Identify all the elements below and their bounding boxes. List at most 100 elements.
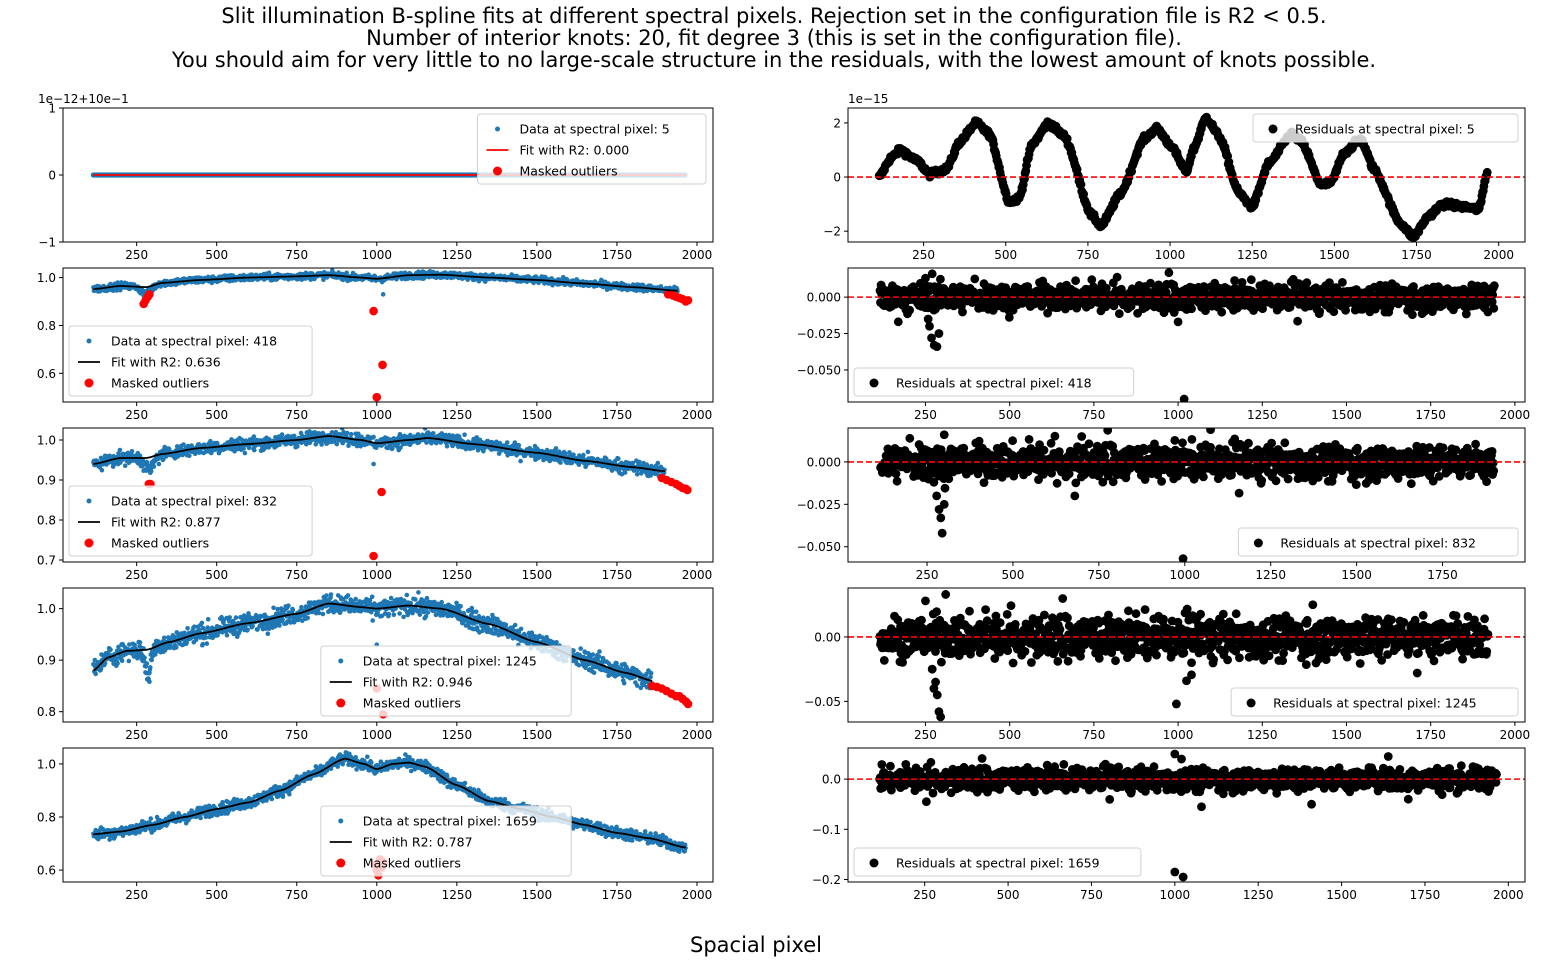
- data-point: [239, 437, 245, 443]
- y-tick-label: −1: [38, 236, 56, 250]
- data-point: [161, 457, 166, 462]
- title-line-1: Slit illumination B-spline fits at diffe…: [221, 4, 1327, 28]
- residual-point: [1315, 307, 1325, 316]
- plot-area: [848, 268, 1525, 402]
- x-axis: 250 500 750 1000 1250 1500 1750 2000: [125, 402, 712, 422]
- residual-point: [1062, 134, 1072, 144]
- x-tick-label: 2000: [682, 248, 713, 262]
- plot-area: [91, 428, 692, 561]
- legend-masked-marker: [493, 166, 502, 176]
- y-tick-label: 0.6: [37, 367, 56, 381]
- y-tick-label: 0.8: [37, 319, 56, 333]
- plot-area: [848, 112, 1525, 242]
- y-tick-label: −0.050: [797, 363, 841, 377]
- residual-point: [1164, 268, 1174, 278]
- x-tick-label: 1250: [442, 248, 473, 262]
- x-tick-label: 500: [205, 248, 228, 262]
- y-tick-label: 1.0: [37, 271, 56, 285]
- residual-point: [893, 317, 903, 327]
- residual-point: [1173, 317, 1183, 327]
- data-point: [339, 428, 345, 431]
- axes-frame: [62, 267, 714, 403]
- data-point: [241, 446, 246, 451]
- axis-offset-text: 1e−15: [848, 92, 888, 106]
- panel-fit-5: 250 500 750 1000 1250 1500 1750 2000−1011e−12+1…: [38, 92, 714, 262]
- x-tick-label: 750: [1076, 248, 1099, 262]
- residual-points: [875, 268, 1499, 402]
- x-tick-label: 250: [912, 248, 935, 262]
- legend-label: Masked outliers: [111, 376, 209, 391]
- legend-label: Data at spectral pixel: 5: [520, 122, 670, 137]
- data-point: [494, 439, 499, 445]
- x-tick-label: 1750: [1415, 408, 1446, 422]
- residual-point: [925, 321, 934, 331]
- masked-point: [683, 296, 693, 305]
- residual-point: [1329, 307, 1339, 317]
- y-tick-label: −2: [823, 225, 841, 239]
- residual-point: [927, 269, 937, 279]
- residual-point: [1071, 276, 1080, 286]
- data-point: [444, 443, 450, 449]
- y-tick-label: 1: [48, 102, 56, 116]
- data-point: [313, 442, 319, 447]
- legend-label: Data at spectral pixel: 418: [111, 334, 277, 349]
- residual-point: [936, 274, 945, 284]
- x-tick-label: 1750: [602, 248, 633, 262]
- title-line-3: You should aim for very little to no lar…: [171, 48, 1377, 72]
- plot-area: [91, 268, 693, 402]
- x-axis: 250 500 750 1000 1250 1500 1750 2000: [125, 242, 712, 262]
- x-tick-label: 750: [1082, 408, 1105, 422]
- residual-point: [1112, 272, 1122, 282]
- residual-point: [1237, 278, 1247, 287]
- x-tick-label: 1500: [522, 248, 553, 262]
- data-point: [129, 449, 135, 454]
- residual-point: [1087, 275, 1097, 285]
- data-point: [279, 432, 285, 437]
- y-tick-label: 2: [833, 116, 841, 130]
- x-tick-label: 750: [285, 248, 308, 262]
- data-point: [166, 446, 172, 452]
- legend-residual-marker: [869, 378, 879, 388]
- x-tick-label: 1000: [1163, 408, 1194, 422]
- x-axis: 250 500 750 1000 1250 1500 1750 2000: [914, 402, 1530, 422]
- data-point: [242, 450, 248, 456]
- legend-label: Residuals at spectral pixel: 418: [896, 376, 1092, 391]
- x-tick-label: 750: [285, 408, 308, 422]
- x-tick-label: 1000: [362, 248, 393, 262]
- data-point: [319, 442, 324, 447]
- data-point: [232, 449, 237, 454]
- fit-line: [93, 273, 678, 292]
- x-axis: 250 500 750 1000 1250 1500 1750 2000: [912, 242, 1514, 262]
- residual-point: [1489, 281, 1499, 290]
- legend-residual-marker: [1268, 124, 1278, 134]
- residual-points: [874, 112, 1492, 242]
- data-point: [117, 447, 123, 453]
- data-point: [208, 438, 213, 444]
- residual-point: [923, 314, 933, 324]
- data-point: [163, 454, 169, 459]
- legend-label: Fit with R2: 0.000: [520, 143, 630, 158]
- legend-box: [477, 113, 707, 185]
- legend-data-marker: [495, 126, 500, 132]
- residual-point: [1461, 309, 1471, 319]
- legend-data-marker: [86, 338, 92, 344]
- residual-point: [1230, 276, 1239, 285]
- y-axis: −202: [823, 116, 848, 239]
- data-point: [474, 435, 480, 440]
- data-point: [430, 431, 436, 436]
- data-point: [390, 446, 395, 451]
- data-point: [380, 292, 386, 297]
- data-point: [137, 453, 143, 459]
- x-tick-label: 1250: [1247, 408, 1278, 422]
- panel-residuals-418: 250 500 750 1000 1250 1500 1750 2000−0.050−0.02…: [797, 267, 1530, 422]
- y-axis: −101: [38, 102, 63, 250]
- residual-point: [1408, 310, 1417, 320]
- x-tick-label: 2000: [1483, 248, 1514, 262]
- residual-point: [1076, 180, 1086, 189]
- residual-point: [1293, 316, 1302, 326]
- data-point: [108, 281, 113, 287]
- data-point: [251, 434, 257, 439]
- residual-point: [1004, 313, 1014, 322]
- residual-point: [1101, 283, 1111, 293]
